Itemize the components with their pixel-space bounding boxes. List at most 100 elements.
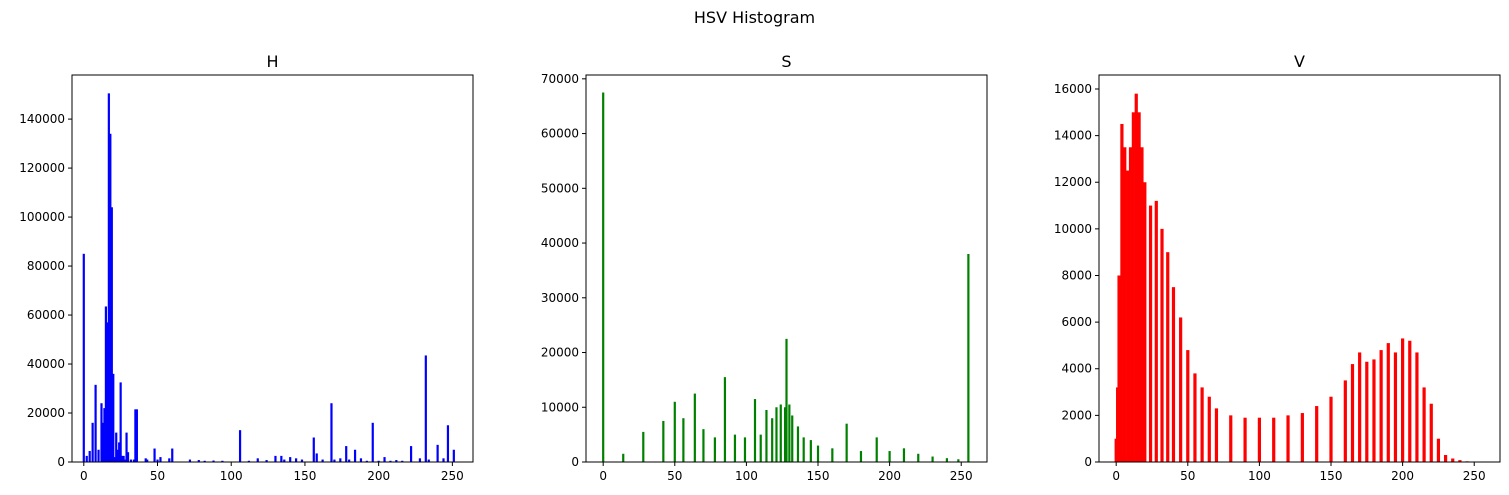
v-bar [1117,275,1121,462]
h-bar [153,448,156,462]
panel-h: 0 50 100 150 200 250 0 20000 40000 60000 80000 1000… [19,52,474,483]
v-bar [1123,147,1127,462]
h-bar [221,460,224,462]
h-x-tick-label: 200 [367,469,390,483]
s-bar [733,434,737,462]
h-x-tick-label: 250 [441,469,464,483]
h-bar [121,455,124,462]
v-y-tick-label: 6000 [1061,315,1092,329]
h-bar [418,458,422,462]
h-bar [146,459,149,462]
v-bar [1257,417,1261,462]
s-x-tick-label: 250 [950,469,973,483]
h-bar [134,409,137,462]
v-bar [1286,415,1290,462]
s-bar [602,92,605,463]
h-bar [85,455,88,462]
h-bar [159,457,162,462]
figure-suptitle: HSV Histogram [693,8,816,27]
v-bar [1179,317,1183,462]
h-bar [294,458,298,462]
v-bar [1134,93,1138,463]
v-bar [1350,364,1355,462]
s-bar [682,418,685,462]
h-x-tick-label: 100 [220,469,243,483]
v-y-tick-label: 10000 [1054,222,1092,236]
h-bar [144,458,147,462]
s-bar [622,453,625,462]
s-x-tick-label: 0 [599,469,607,483]
v-bar [1128,147,1133,462]
v-bar [1458,460,1462,462]
s-x-tick-label: 200 [878,469,901,483]
s-bar [779,404,782,462]
h-bar [97,449,100,462]
v-bar [1401,338,1405,462]
h-bar [436,444,439,462]
s-bar [788,404,791,462]
h-bar [424,355,427,462]
h-bar [82,253,85,462]
h-bar [312,437,315,462]
s-y-tick-label: 70000 [541,72,579,86]
s-y-tick-label: 40000 [541,236,579,250]
v-y-tick-label: 16000 [1054,82,1092,96]
s-x-tick-label: 150 [807,469,830,483]
panel-v: 0 50 100 150 200 250 0 2000 4000 6000 8000 10000 120… [1054,52,1501,483]
s-x-tick-label: 50 [667,469,682,483]
h-panel-title: H [266,52,278,71]
h-bar [126,452,130,462]
v-bar [1186,350,1190,462]
v-bar [1315,406,1319,462]
h-bar [315,453,318,462]
s-y-tick-label: 60000 [541,127,579,141]
h-bar [116,449,119,462]
v-bar [1272,417,1276,462]
panel-s: 0 50 100 150 200 250 0 10000 20000 30000 40000 5000… [541,52,988,483]
s-bar [859,451,863,462]
v-bar [1166,252,1170,462]
h-bar [168,458,171,462]
h-bar [109,133,112,462]
v-x-tick-label: 100 [1248,469,1271,483]
v-bar [1207,396,1211,462]
h-bar [115,432,118,462]
h-bar [283,459,286,462]
h-bar [110,207,113,462]
h-bar [88,450,91,462]
v-bar [1300,413,1304,462]
h-bar [123,459,127,462]
h-bar [442,458,445,462]
v-bar [1171,287,1176,462]
h-bar [409,446,413,462]
s-bar [917,453,920,462]
s-bar [902,448,906,462]
v-bar [1386,343,1390,462]
h-bar [129,459,133,462]
s-bar [775,407,778,462]
h-bar [135,409,138,462]
h-axes-frame [71,74,474,463]
h-bar [238,430,242,462]
h-bar [119,382,122,462]
h-y-tick-label: 120000 [19,161,65,175]
h-bar [122,455,125,462]
h-bar [100,403,103,462]
h-bar [197,460,200,462]
h-bar [377,460,380,462]
v-y-tick-label: 12000 [1054,175,1092,189]
h-y-tick-label: 20000 [27,406,65,420]
v-bar [1408,340,1412,462]
h-bar [371,422,374,462]
h-bar [113,457,116,462]
s-bar [816,445,820,462]
v-axes-frame [1098,74,1501,463]
h-bar [345,446,348,462]
h-bar [106,322,109,462]
h-bar [383,457,386,462]
h-bar [333,459,336,462]
h-bar [359,458,363,462]
s-bar [662,420,665,462]
s-bar [831,448,834,462]
